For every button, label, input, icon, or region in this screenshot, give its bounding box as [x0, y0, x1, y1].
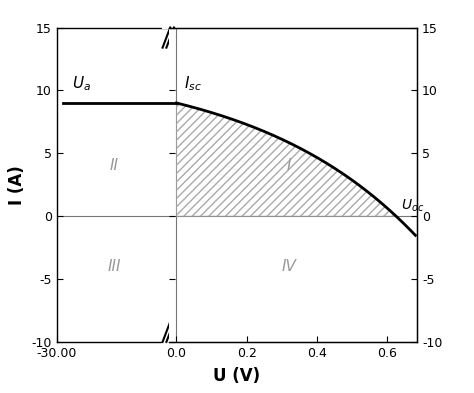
Text: IV: IV [282, 259, 296, 274]
Text: II: II [109, 158, 118, 173]
Text: $U_a$: $U_a$ [72, 75, 91, 94]
Text: III: III [108, 259, 121, 274]
Text: I: I [287, 158, 291, 173]
Text: $U_{oc}$: $U_{oc}$ [401, 198, 424, 214]
Text: $I_{sc}$: $I_{sc}$ [183, 75, 201, 94]
Y-axis label: I (A): I (A) [8, 165, 26, 205]
Text: U (V): U (V) [213, 367, 261, 385]
